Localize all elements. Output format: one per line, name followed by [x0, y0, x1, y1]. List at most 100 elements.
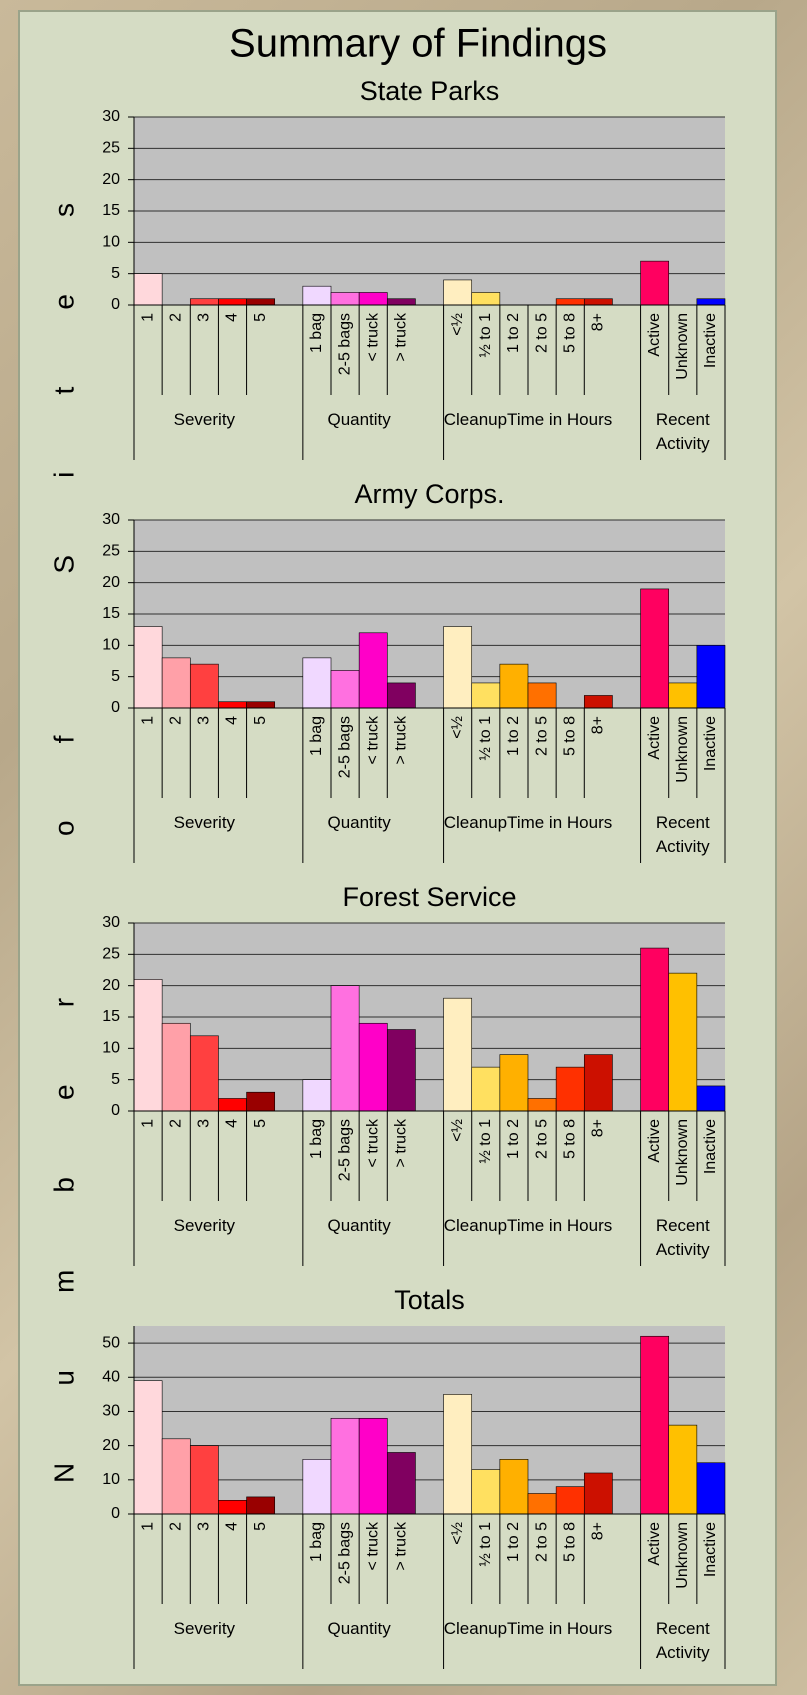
x-tick-label: 2: [167, 313, 184, 322]
bar: [444, 280, 472, 305]
x-tick-label: > truck: [393, 1521, 410, 1570]
bar: [697, 299, 725, 305]
y-tick-label: 25: [102, 543, 120, 560]
group-label-box: Quantity: [298, 408, 421, 463]
y-tick-label: 30: [102, 914, 120, 931]
bar: [641, 1336, 669, 1514]
x-tick-label: 8+: [590, 313, 607, 331]
x-tick-label: Unknown: [674, 313, 691, 380]
group-label: Quantity: [298, 1214, 421, 1238]
y-tick-label: 20: [102, 1437, 120, 1454]
bar: [641, 261, 669, 305]
bar: [472, 683, 500, 708]
group-label: Recent Activity: [636, 408, 730, 456]
y-tick-label: 10: [102, 1471, 120, 1488]
y-tick-label: 15: [102, 202, 120, 219]
x-tick-label: Active: [646, 716, 663, 760]
x-tick-label: 1 to 2: [505, 1119, 522, 1159]
x-tick-label: < truck: [364, 1118, 381, 1167]
bar: [247, 1092, 275, 1111]
bar: [359, 633, 387, 708]
x-tick-label: Active: [646, 1119, 663, 1163]
bar: [697, 645, 725, 708]
x-tick-label: 2: [167, 1119, 184, 1128]
x-tick-label: 4: [224, 313, 241, 322]
x-tick-label: Active: [646, 313, 663, 357]
x-tick-label: 1 bag: [308, 716, 325, 756]
x-tick-label: 8+: [590, 1119, 607, 1137]
group-label-box: Severity: [129, 1617, 280, 1672]
group-label-box: CleanupTime in Hours: [439, 408, 618, 463]
group-label-box: Quantity: [298, 811, 421, 866]
bar: [331, 292, 359, 305]
group-label-box: Severity: [129, 811, 280, 866]
bar: [556, 1487, 584, 1514]
group-label-box: Recent Activity: [636, 408, 730, 463]
main-title: Summary of Findings: [229, 22, 607, 66]
x-tick-label: 8+: [590, 716, 607, 734]
x-tick-label: ½ to 1: [477, 1522, 494, 1567]
x-tick-label: Inactive: [702, 1119, 719, 1174]
bar: [359, 1418, 387, 1514]
bar: [387, 683, 415, 708]
x-tick-label: 3: [196, 1522, 213, 1531]
group-label: Quantity: [298, 408, 421, 432]
bar: [134, 979, 162, 1111]
x-tick-label: 4: [224, 716, 241, 725]
group-label: CleanupTime in Hours: [439, 408, 618, 432]
group-label-box: Quantity: [298, 1214, 421, 1269]
bar: [500, 1055, 528, 1111]
plot-area: [134, 1326, 725, 1514]
x-tick-label: 2 to 5: [533, 1119, 550, 1159]
bar: [584, 695, 612, 708]
bar: [528, 683, 556, 708]
group-label-box: Severity: [129, 1214, 280, 1269]
bar: [472, 292, 500, 305]
group-label: Severity: [129, 811, 280, 835]
x-tick-label: 1: [139, 1119, 156, 1128]
group-label: Recent Activity: [636, 811, 730, 859]
bar: [190, 1036, 218, 1111]
x-tick-label: 5: [252, 1522, 269, 1531]
bar: [444, 998, 472, 1111]
y-tick-label: 50: [102, 1334, 120, 1351]
bar: [528, 1493, 556, 1514]
x-tick-label: ½ to 1: [477, 313, 494, 358]
bar: [669, 1425, 697, 1514]
bar: [218, 299, 246, 305]
x-tick-label: 1 to 2: [505, 313, 522, 353]
x-tick-label: 2-5 bags: [336, 716, 353, 778]
x-tick-label: ½ to 1: [477, 1119, 494, 1164]
group-label-box: CleanupTime in Hours: [439, 1214, 618, 1269]
chart-figure: Summary of Findings Number of Sites Stat…: [0, 0, 807, 1695]
y-tick-label: 40: [102, 1368, 120, 1385]
bar: [387, 299, 415, 305]
bar: [584, 299, 612, 305]
x-tick-label: Inactive: [702, 716, 719, 771]
bar: [697, 1463, 725, 1514]
bar: [387, 1030, 415, 1111]
x-tick-label: 3: [196, 313, 213, 322]
bar: [669, 973, 697, 1111]
x-tick-label: <½: [449, 1522, 466, 1545]
x-tick-label: 1: [139, 716, 156, 725]
group-label-box: Severity: [129, 408, 280, 463]
y-tick-label: 10: [102, 1040, 120, 1057]
page: {"title": "Summary of Findings", "y_labe…: [0, 0, 807, 1695]
y-tick-label: 30: [102, 1403, 120, 1420]
bar: [641, 948, 669, 1111]
chart-title: Totals: [394, 1285, 465, 1315]
x-tick-label: ½ to 1: [477, 716, 494, 761]
x-tick-label: > truck: [393, 715, 410, 764]
bar: [472, 1067, 500, 1111]
x-tick-label: 2: [167, 716, 184, 725]
x-tick-label: 2-5 bags: [336, 313, 353, 375]
bar: [359, 1023, 387, 1111]
bar: [134, 627, 162, 708]
bar: [331, 986, 359, 1111]
bar: [247, 702, 275, 708]
x-tick-label: 5 to 8: [561, 1119, 578, 1159]
bar: [162, 1439, 190, 1514]
group-label-box: CleanupTime in Hours: [439, 1617, 618, 1672]
group-label: Severity: [129, 1617, 280, 1641]
